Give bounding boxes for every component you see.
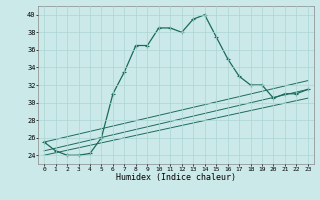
X-axis label: Humidex (Indice chaleur): Humidex (Indice chaleur)	[116, 173, 236, 182]
